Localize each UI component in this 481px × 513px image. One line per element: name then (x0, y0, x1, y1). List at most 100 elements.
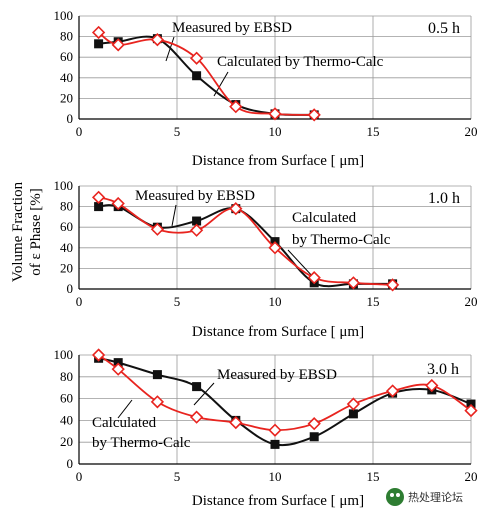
watermark: 热处理论坛 (386, 488, 463, 506)
x-tick-label: 5 (174, 124, 181, 139)
y-tick-label: 20 (60, 260, 73, 275)
annotation-calculated: Calculated (92, 415, 157, 431)
y-tick-label: 40 (60, 412, 73, 427)
chart-panel-3-0h: Measured by EBSD Calculated by Thermo-Ca… (54, 347, 478, 509)
time-label: 3.0 h (427, 361, 459, 378)
x-tick-label: 5 (174, 469, 181, 484)
data-point-thermo-calc (229, 202, 243, 216)
x-tick-label: 10 (269, 294, 282, 309)
data-point-ebsd (309, 432, 319, 442)
gridlines (79, 354, 472, 464)
y-tick-label: 80 (60, 29, 73, 44)
data-point-thermo-calc (150, 33, 165, 47)
data-point-ebsd (94, 202, 104, 212)
leader-line (117, 399, 133, 419)
x-tick-label: 10 (269, 124, 282, 139)
y-tick-label: 60 (60, 391, 73, 406)
data-point-thermo-calc (111, 362, 125, 376)
x-tick-label: 0 (76, 124, 83, 139)
data-point-thermo-calc (385, 384, 400, 398)
time-label: 1.0 h (428, 190, 460, 207)
data-point-thermo-calc (189, 410, 204, 424)
y-axis-title-line2: of ε Phase [%] (28, 188, 44, 276)
y-tick-label: 80 (60, 369, 73, 384)
x-tick-label: 10 (269, 469, 282, 484)
y-tick-label: 100 (54, 347, 74, 362)
leader-line (193, 382, 215, 406)
y-axis-title: Volume Fraction of ε Phase [%] (10, 181, 44, 282)
x-tick-label: 20 (465, 124, 478, 139)
data-point-thermo-calc (189, 223, 204, 237)
annotation-measured-ebsd: Measured by EBSD (217, 367, 337, 383)
series-line-thermo-calc (98, 31, 315, 116)
leader-line (287, 249, 315, 279)
data-point-thermo-calc (307, 417, 321, 431)
data-point-thermo-calc (268, 241, 282, 255)
annotation-measured-ebsd: Measured by EBSD (172, 20, 292, 36)
y-tick-label: 20 (60, 90, 73, 105)
data-point-thermo-calc (346, 276, 361, 290)
y-tick-label: 20 (60, 434, 73, 449)
x-tick-label: 20 (465, 294, 478, 309)
x-tick-label: 15 (367, 294, 380, 309)
data-point-thermo-calc (91, 190, 106, 204)
data-point-thermo-calc (91, 25, 106, 40)
chart-panel-1-0h: Measured by EBSD Calculated by Thermo-Ca… (54, 178, 478, 340)
data-point-thermo-calc (425, 378, 439, 393)
data-point-thermo-calc (229, 415, 243, 430)
x-tick-label: 15 (367, 124, 380, 139)
data-point-ebsd (192, 382, 202, 392)
x-axis-title: Distance from Surface [ μm] (192, 153, 364, 169)
y-tick-label: 40 (60, 70, 73, 85)
annotation-by-thermo-calc: by Thermo-Calc (292, 232, 391, 248)
y-tick-label: 100 (54, 178, 74, 193)
annotation-by-thermo-calc: by Thermo-Calc (92, 435, 191, 451)
data-point-thermo-calc (229, 100, 243, 114)
x-tick-label: 0 (76, 469, 83, 484)
x-axis-title: Distance from Surface [ μm] (192, 324, 364, 340)
data-point-thermo-calc (111, 196, 125, 211)
series-line-ebsd (98, 35, 315, 116)
data-point-thermo-calc (464, 403, 478, 418)
data-point-ebsd (192, 216, 202, 226)
data-point-ebsd (152, 370, 162, 380)
y-tick-label: 0 (67, 111, 74, 126)
data-point-ebsd (192, 71, 202, 81)
wechat-icon-eye (396, 493, 400, 497)
x-tick-label: 0 (76, 294, 83, 309)
data-point-thermo-calc (189, 51, 204, 65)
annotation-measured-ebsd: Measured by EBSD (135, 188, 255, 204)
y-tick-label: 80 (60, 199, 73, 214)
data-point-thermo-calc (307, 271, 321, 285)
data-point-thermo-calc (91, 348, 106, 362)
data-point-thermo-calc (268, 107, 282, 121)
data-point-ebsd (348, 409, 358, 419)
annotation-calculated-thermo-calc: Calculated by Thermo-Calc (217, 54, 384, 70)
data-point-thermo-calc (150, 395, 165, 409)
data-point-thermo-calc (307, 108, 321, 122)
data-point-thermo-calc (111, 38, 125, 52)
watermark-text: 热处理论坛 (408, 490, 463, 504)
annotation-calculated: Calculated (292, 210, 357, 226)
y-tick-label: 100 (54, 8, 74, 23)
x-tick-label: 5 (174, 294, 181, 309)
chart-panel-0-5h: Measured by EBSD Calculated by Thermo-Ca… (54, 8, 478, 169)
leader-line (171, 204, 177, 227)
data-point-ebsd (94, 39, 104, 49)
y-tick-label: 0 (67, 281, 74, 296)
wechat-icon-eye (390, 493, 394, 497)
y-tick-label: 60 (60, 49, 73, 64)
data-point-thermo-calc (268, 423, 282, 437)
data-point-thermo-calc (150, 222, 165, 236)
data-point-ebsd (270, 439, 280, 449)
x-tick-label: 15 (367, 469, 380, 484)
y-tick-label: 60 (60, 219, 73, 234)
data-point-thermo-calc (346, 397, 361, 411)
data-point-thermo-calc (385, 278, 400, 292)
wechat-icon (386, 488, 404, 506)
time-label: 0.5 h (428, 20, 460, 37)
x-tick-label: 20 (465, 469, 478, 484)
y-axis-title-line1: Volume Fraction (10, 181, 26, 282)
y-tick-label: 0 (67, 456, 74, 471)
